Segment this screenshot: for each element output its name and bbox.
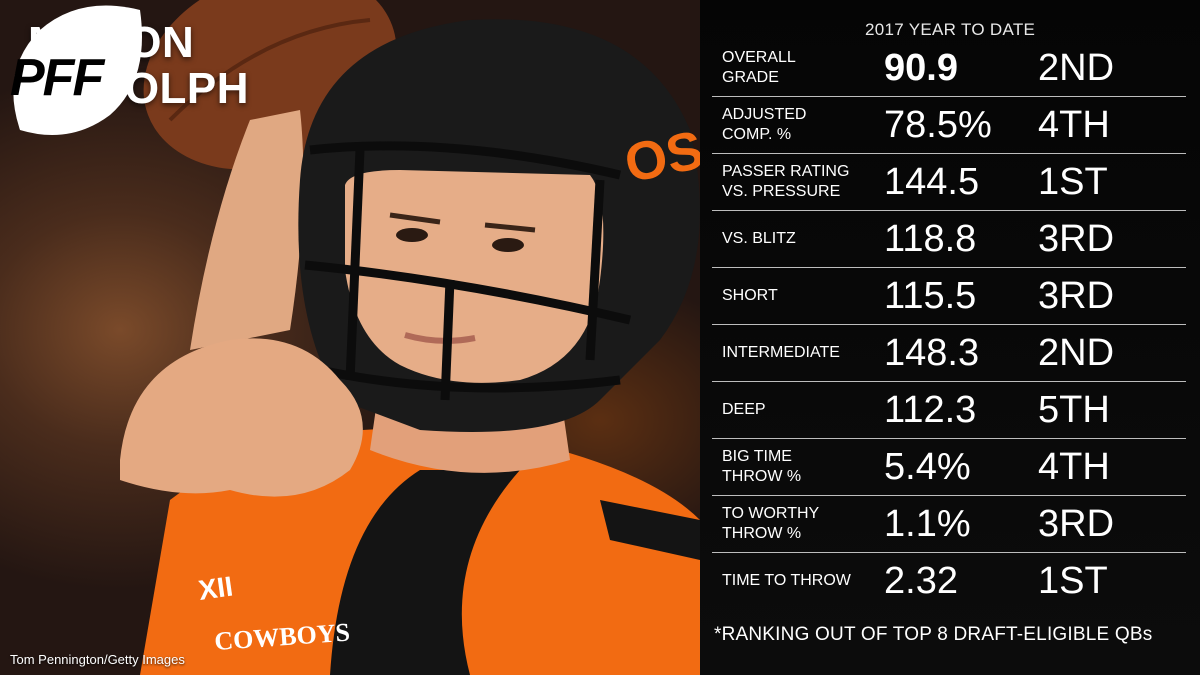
stat-label: BIG TIME THROW %	[722, 448, 802, 485]
conference-badge-text: XII	[197, 570, 235, 605]
stat-row-passer-rating-pressure: PASSER RATING VS. PRESSURE 144.5 1ST	[712, 154, 1186, 211]
player-illustration: OSU XII COWBOYS	[120, 0, 700, 675]
stat-label: PASSER RATING VS. PRESSURE	[722, 163, 850, 200]
stat-rank: 3RD	[1038, 275, 1115, 317]
stats-panel: 2017 YEAR TO DATE OVERALL GRADE 90.9 2ND…	[700, 0, 1200, 675]
stat-label: VS. BLITZ	[722, 230, 796, 247]
stat-rank: 1ST	[1038, 161, 1108, 203]
stat-row-big-time-throw: BIG TIME THROW % 5.4% 4TH	[712, 439, 1186, 496]
stat-value: 112.3	[884, 389, 977, 431]
stat-rank: 3RD	[1038, 218, 1115, 260]
stat-rank: 2ND	[1038, 47, 1115, 89]
stat-label: SHORT	[722, 287, 778, 304]
stat-row-adjusted-comp: ADJUSTED COMP. % 78.5% 4TH	[712, 97, 1186, 154]
stats-table: OVERALL GRADE 90.9 2ND ADJUSTED COMP. % …	[712, 40, 1186, 609]
face-shape	[345, 170, 604, 383]
stat-rank: 4TH	[1038, 104, 1110, 146]
stat-value: 148.3	[884, 332, 980, 374]
player-photo: OSU XII COWBOYS MASON RUDOLPH PFF Tom Pe…	[0, 0, 700, 675]
stat-row-turnover-worthy-throw: TO WORTHY THROW % 1.1% 3RD	[712, 496, 1186, 553]
stat-label: DEEP	[722, 401, 766, 418]
stat-value: 5.4%	[884, 446, 971, 488]
stat-rank: 2ND	[1038, 332, 1115, 374]
stat-value: 118.8	[884, 218, 977, 260]
stat-value: 144.5	[884, 161, 980, 203]
stat-label: TIME TO THROW	[722, 572, 851, 589]
hand-shape	[120, 338, 363, 497]
pff-logo-text: PFF	[10, 49, 105, 107]
stat-value: 90.9	[884, 47, 958, 89]
stat-rank: 4TH	[1038, 446, 1110, 488]
pff-logo: PFF	[10, 5, 143, 135]
stat-value: 1.1%	[884, 503, 971, 545]
stat-label: OVERALL GRADE	[722, 49, 796, 86]
stat-row-vs-blitz: VS. BLITZ 118.8 3RD	[712, 211, 1186, 268]
stat-rank: 1ST	[1038, 560, 1108, 602]
stat-row-time-to-throw: TIME TO THROW 2.32 1ST	[712, 553, 1186, 609]
stat-row-deep: DEEP 112.3 5TH	[712, 382, 1186, 439]
photo-credit: Tom Pennington/Getty Images	[10, 652, 185, 667]
ranking-footnote: *RANKING OUT OF TOP 8 DRAFT-ELIGIBLE QBs	[714, 624, 1153, 645]
arm-shape	[190, 110, 304, 350]
stat-row-overall-grade: OVERALL GRADE 90.9 2ND	[712, 40, 1186, 97]
stat-label: INTERMEDIATE	[722, 344, 840, 361]
stat-label: TO WORTHY THROW %	[722, 505, 820, 542]
stat-value: 2.32	[884, 560, 958, 602]
stat-row-intermediate: INTERMEDIATE 148.3 2ND	[712, 325, 1186, 382]
pff-logo-shape	[13, 5, 143, 135]
facemask-shape	[304, 141, 632, 401]
stat-value: 78.5%	[884, 104, 992, 146]
stat-rank: 5TH	[1038, 389, 1110, 431]
stat-row-short: SHORT 115.5 3RD	[712, 268, 1186, 325]
stat-value: 115.5	[884, 275, 977, 317]
stat-rank: 3RD	[1038, 503, 1115, 545]
stats-header: 2017 YEAR TO DATE	[865, 20, 1036, 39]
stat-label: ADJUSTED COMP. %	[722, 106, 807, 143]
